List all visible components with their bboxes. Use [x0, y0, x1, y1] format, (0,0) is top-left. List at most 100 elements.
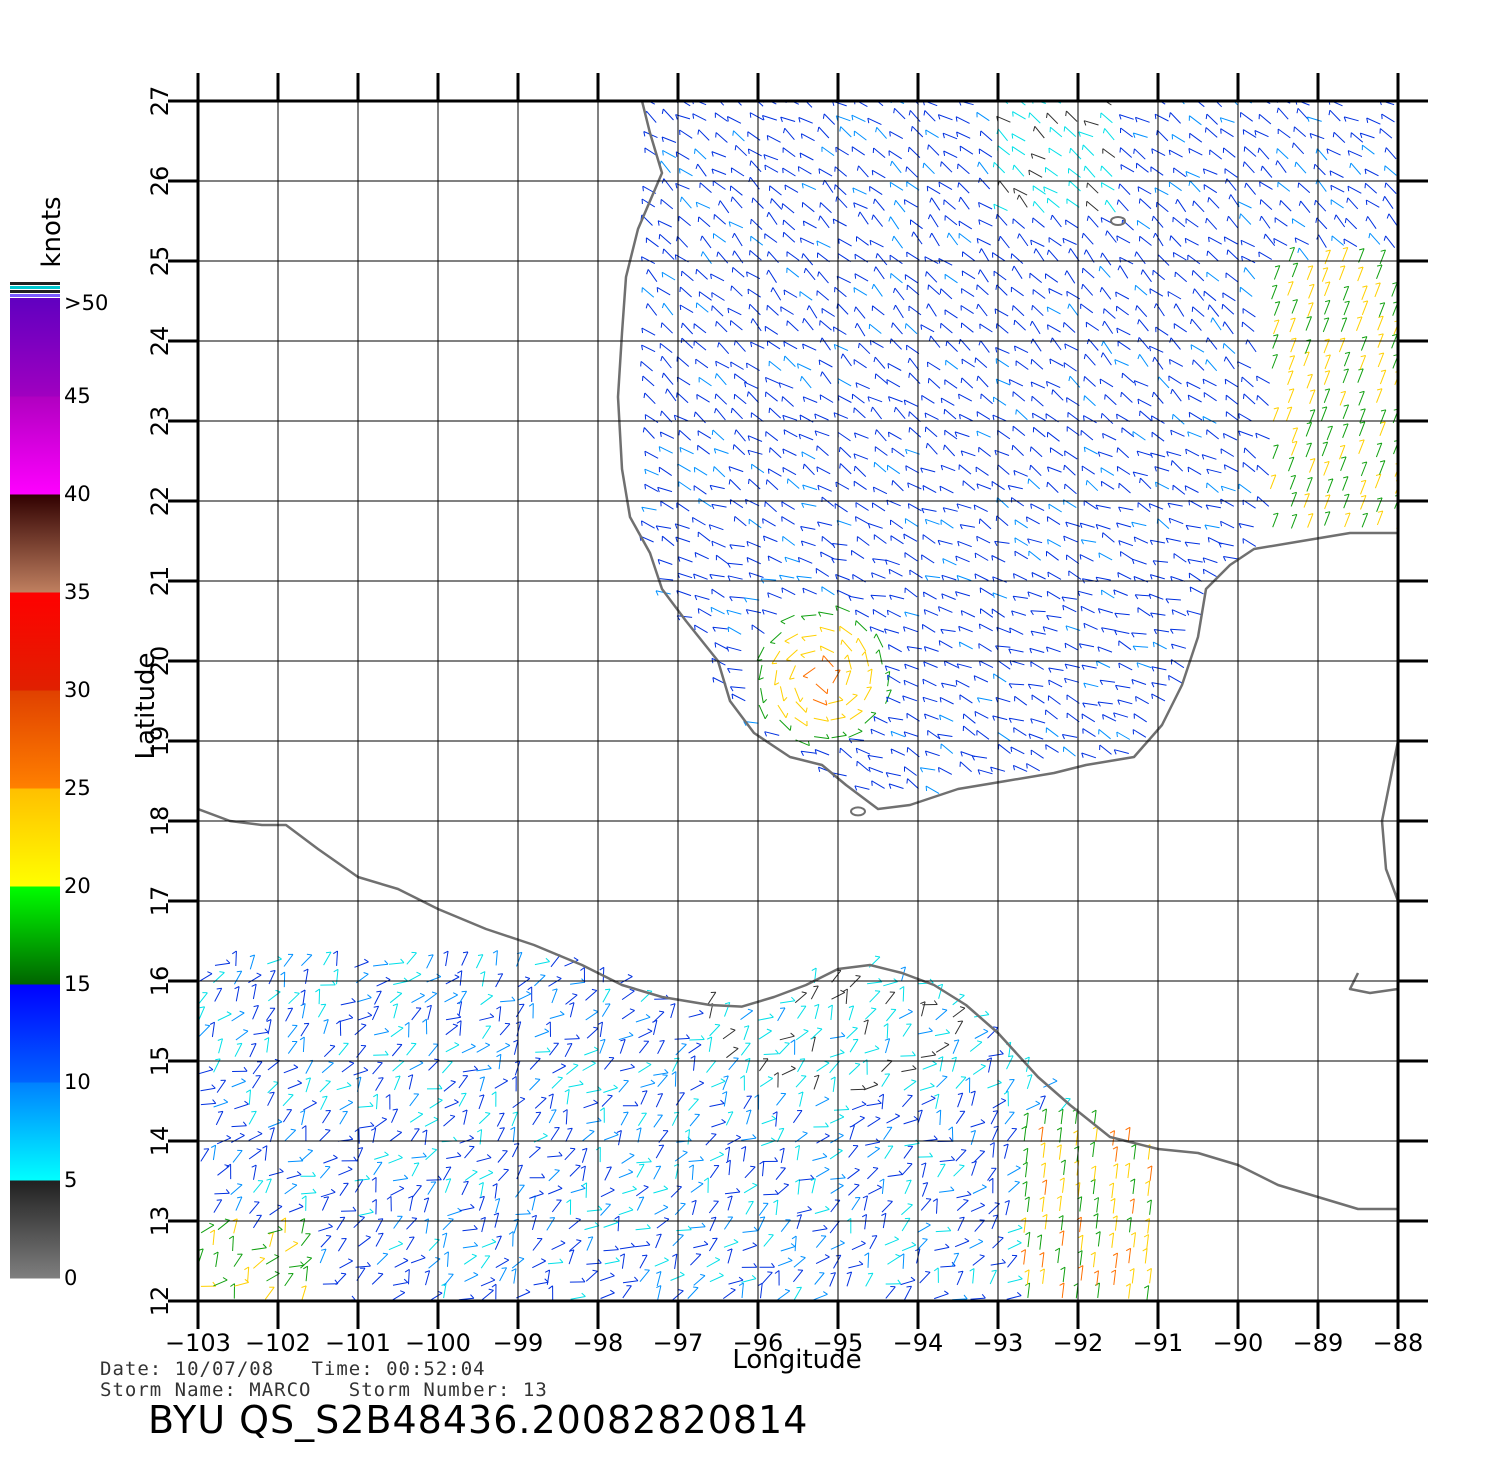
wind-barb — [354, 1179, 364, 1193]
wind-barb — [600, 1292, 615, 1299]
wind-barb-flag — [727, 1111, 733, 1114]
wind-barb — [698, 129, 710, 141]
wind-barb-flag — [249, 954, 255, 958]
wind-barb-flag — [1063, 322, 1065, 328]
wind-barb — [661, 322, 673, 334]
wind-barb — [820, 551, 835, 560]
wind-barb-flag — [1192, 359, 1194, 365]
wind-barb-flag — [716, 251, 719, 257]
wind-barb — [1066, 110, 1078, 122]
wind-barb-flag — [925, 443, 928, 449]
wind-barb — [1185, 541, 1201, 545]
wind-barb — [600, 1204, 611, 1216]
wind-barb-flag — [409, 1236, 415, 1238]
wind-barb-flag — [780, 620, 786, 625]
wind-barb-flag — [1274, 265, 1280, 268]
wind-barb-flag — [959, 1164, 965, 1167]
wind-barb — [1102, 340, 1113, 354]
wind-barb — [889, 594, 905, 600]
wind-barb — [425, 1149, 438, 1161]
wind-barb — [249, 1043, 257, 1058]
wind-barb — [1169, 358, 1184, 367]
wind-barb — [978, 201, 993, 210]
wind-barb-flag — [992, 415, 995, 421]
wind-barb-flag — [1185, 525, 1189, 531]
wind-barb — [888, 431, 902, 440]
wind-barb — [480, 1182, 484, 1198]
wind-barb — [736, 101, 742, 106]
wind-barb — [929, 214, 939, 228]
wind-barb-flag — [1184, 485, 1187, 491]
wind-barb-flag — [540, 1258, 546, 1262]
wind-barb-flag — [826, 733, 830, 739]
wind-barb — [1120, 551, 1134, 561]
wind-barb — [856, 760, 870, 772]
wind-barb — [371, 1005, 380, 1021]
wind-barb — [956, 1194, 972, 1199]
wind-barb — [1185, 448, 1200, 457]
wind-barb — [921, 554, 935, 564]
wind-barb — [374, 990, 382, 1005]
wind-barb-flag — [300, 1261, 305, 1266]
wind-barb — [697, 531, 711, 542]
wind-barb — [1096, 524, 1111, 530]
wind-barb — [618, 1209, 634, 1216]
wind-barb-flag — [620, 1038, 626, 1042]
colorbar-band — [10, 1180, 60, 1279]
wind-barb-flag — [950, 1186, 955, 1191]
wind-barb-flag — [679, 1271, 685, 1276]
wind-barb — [663, 248, 675, 260]
wind-barb-flag — [1347, 150, 1350, 156]
wind-barb — [1102, 432, 1117, 441]
wind-barb — [1030, 610, 1046, 613]
wind-barb-flag — [823, 1224, 828, 1230]
wind-barb-flag — [322, 1095, 328, 1098]
wind-barb-flag — [1139, 478, 1141, 484]
wind-barb — [696, 393, 710, 403]
wind-barb — [956, 1271, 964, 1286]
wind-barb-flag — [940, 161, 942, 167]
wind-barb-flag — [491, 1238, 497, 1243]
wind-barb — [1025, 1148, 1029, 1164]
wind-barb-flag — [907, 503, 910, 509]
wind-barb — [693, 1055, 696, 1071]
wind-barb-flag — [656, 1233, 662, 1236]
wind-barb-flag — [1260, 165, 1263, 171]
wind-barb-flag — [774, 1157, 779, 1162]
axis-ticks: −103 −102 −101 −100 −99 −98 −97 −96 −95 −94 −93 −92… — [146, 73, 1428, 1357]
wind-barb-flag — [301, 1285, 307, 1288]
wind-barb — [532, 1260, 546, 1269]
wind-barb — [761, 578, 777, 581]
wind-barb-flag — [1064, 678, 1067, 684]
wind-barb-flag — [715, 361, 717, 367]
wind-barb — [969, 1041, 983, 1052]
wind-barb-flag — [1325, 249, 1331, 252]
wind-barb-flag — [924, 519, 928, 525]
wind-barb — [1118, 482, 1131, 494]
wind-barb-flag — [873, 356, 876, 363]
wind-barb — [836, 275, 851, 284]
wind-barb — [1117, 340, 1131, 351]
wind-barb-flag — [1051, 389, 1054, 395]
wind-barb-flag — [810, 1174, 815, 1180]
wind-barb-flag — [718, 200, 721, 206]
wind-barb — [1297, 107, 1309, 120]
wind-barb — [1070, 147, 1082, 160]
wind-barb — [821, 496, 835, 507]
wind-barb — [1218, 542, 1234, 547]
wind-barb — [815, 1168, 830, 1178]
wind-barb — [603, 1087, 618, 1093]
wind-barb — [1298, 247, 1309, 261]
wind-barb — [1066, 554, 1080, 565]
wind-barb-flag — [676, 236, 678, 242]
wind-barb — [728, 1160, 731, 1176]
wind-barb-flag — [736, 1187, 741, 1193]
wind-barb — [284, 1217, 287, 1233]
wind-barb-flag — [1093, 1197, 1099, 1201]
wind-barb — [961, 610, 976, 618]
wind-barb — [1241, 255, 1256, 264]
wind-barb-flag — [942, 507, 946, 513]
wind-barb-flag — [692, 517, 694, 523]
wind-barb-flag — [1273, 334, 1279, 337]
wind-barb — [1188, 394, 1202, 403]
